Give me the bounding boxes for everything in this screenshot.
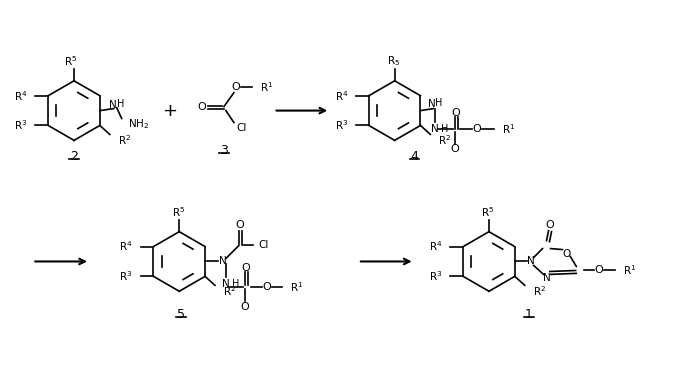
- Text: N: N: [431, 124, 439, 135]
- Text: R$^1$: R$^1$: [502, 122, 515, 136]
- Text: N: N: [219, 256, 226, 266]
- Text: N: N: [109, 100, 117, 109]
- Text: O: O: [241, 263, 250, 274]
- Text: R$^3$: R$^3$: [120, 269, 133, 283]
- Text: R$^4$: R$^4$: [119, 240, 133, 253]
- Text: R$^3$: R$^3$: [335, 119, 348, 132]
- Text: O: O: [545, 220, 554, 230]
- Text: O: O: [473, 124, 482, 135]
- Text: O: O: [262, 282, 271, 292]
- Text: R$^3$: R$^3$: [429, 269, 442, 283]
- Text: O: O: [198, 101, 206, 112]
- Text: O: O: [595, 265, 603, 276]
- Text: R$^1$: R$^1$: [623, 263, 636, 277]
- Text: N: N: [428, 99, 435, 109]
- Text: O: O: [231, 82, 240, 92]
- Text: H: H: [232, 279, 239, 289]
- Text: Cl: Cl: [237, 124, 247, 133]
- Text: H: H: [441, 124, 449, 135]
- Text: R$^4$: R$^4$: [335, 89, 348, 103]
- Text: NH$_2$: NH$_2$: [128, 117, 149, 131]
- Text: R$_5$: R$_5$: [387, 54, 401, 68]
- Text: 1: 1: [525, 307, 533, 321]
- Text: R$^1$: R$^1$: [259, 80, 273, 93]
- Text: O: O: [240, 302, 249, 312]
- Text: R$^2$: R$^2$: [223, 284, 236, 298]
- Text: N: N: [527, 256, 535, 266]
- Text: R$^2$: R$^2$: [438, 133, 452, 147]
- Text: H: H: [435, 98, 442, 108]
- Text: O: O: [562, 249, 570, 258]
- Text: R$^4$: R$^4$: [428, 240, 442, 253]
- Text: N: N: [542, 273, 550, 283]
- Text: R$^2$: R$^2$: [117, 133, 131, 147]
- Text: R$^5$: R$^5$: [64, 54, 78, 68]
- Text: R$^2$: R$^2$: [533, 284, 546, 298]
- Text: 2: 2: [70, 150, 78, 163]
- Text: O: O: [451, 144, 459, 154]
- Text: H: H: [117, 99, 124, 109]
- Text: 3: 3: [220, 144, 228, 157]
- Text: O: O: [236, 220, 244, 230]
- Text: R$^3$: R$^3$: [14, 119, 27, 132]
- Text: R$^1$: R$^1$: [290, 280, 303, 294]
- Text: Cl: Cl: [259, 240, 269, 250]
- Text: O: O: [452, 108, 461, 117]
- Text: R$^5$: R$^5$: [172, 205, 185, 219]
- Text: 4: 4: [410, 150, 419, 163]
- Text: N: N: [222, 279, 230, 289]
- Text: R$^4$: R$^4$: [14, 89, 27, 103]
- Text: +: +: [162, 101, 177, 120]
- Text: 5: 5: [178, 307, 185, 321]
- Text: R$^5$: R$^5$: [482, 205, 495, 219]
